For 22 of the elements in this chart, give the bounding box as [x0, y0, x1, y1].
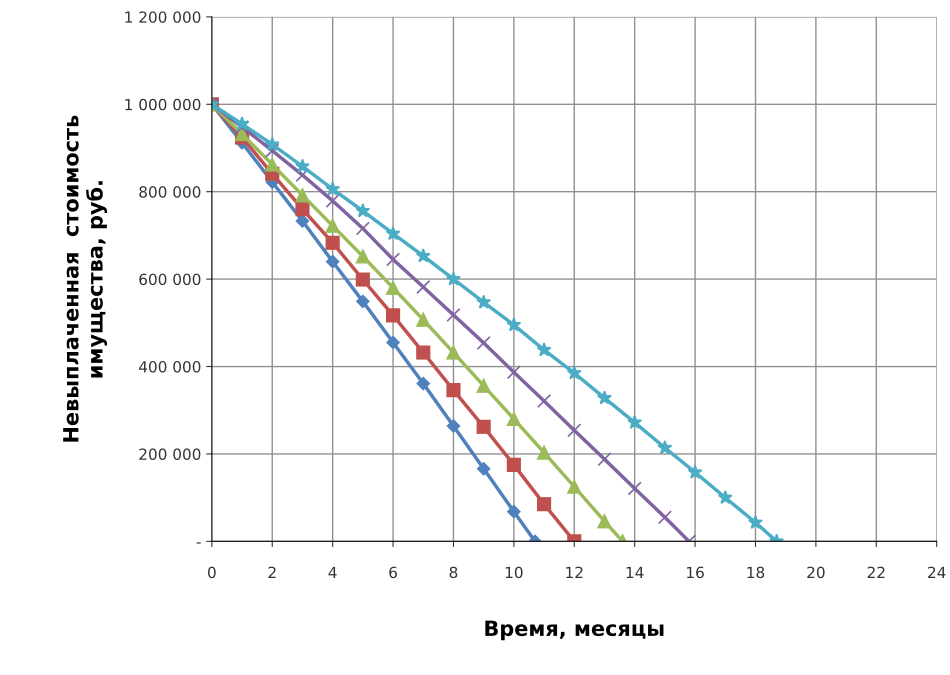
x-tick-label: 0 — [208, 566, 216, 578]
x-tick-label: 8 — [450, 566, 458, 578]
x-axis-title: Время, месяцы — [485, 620, 664, 640]
x-tick-label: 10 — [506, 566, 523, 578]
y-tick-label: 600 000 — [139, 274, 200, 286]
x-tick-label: 22 — [868, 566, 884, 578]
x-tick-label: 20 — [807, 566, 825, 578]
y-tick-label: - — [196, 542, 201, 544]
x-tick-label: 6 — [389, 566, 397, 578]
y-tick-label: 1 000 000 — [125, 98, 200, 110]
y-axis-title: Невыплаченная стоимость имущества, руб. — [63, 116, 108, 442]
x-tick-label: 18 — [747, 566, 764, 578]
y-tick-label: 200 000 — [139, 448, 200, 460]
x-tick-label: 16 — [687, 566, 704, 578]
y-tick-label: 1 200 000 — [125, 11, 200, 23]
y-tick-label: 800 000 — [139, 186, 200, 198]
x-tick-label: 24 — [928, 566, 946, 578]
x-tick-label: 2 — [268, 566, 276, 578]
x-tick-label: 4 — [328, 566, 337, 578]
x-tick-label: 12 — [566, 566, 582, 578]
y-tick-label: 400 000 — [139, 360, 200, 373]
x-tick-label: 14 — [626, 566, 644, 578]
